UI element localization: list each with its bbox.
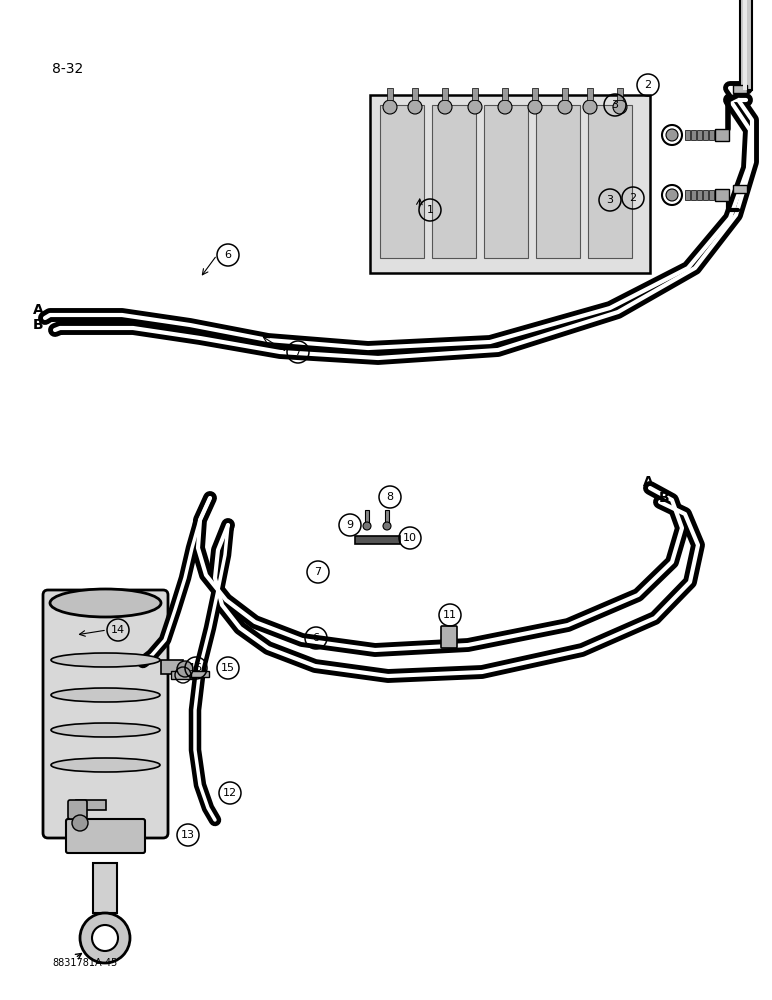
Text: 9: 9	[347, 520, 354, 530]
Bar	[387, 88, 393, 100]
Ellipse shape	[51, 688, 160, 702]
Circle shape	[92, 925, 118, 951]
Circle shape	[558, 100, 572, 114]
Text: 14: 14	[111, 625, 125, 635]
Bar	[502, 88, 508, 100]
Ellipse shape	[51, 723, 160, 737]
FancyBboxPatch shape	[370, 95, 650, 273]
Bar	[685, 190, 690, 200]
Text: 10: 10	[403, 533, 417, 543]
Circle shape	[498, 100, 512, 114]
Text: 13: 13	[181, 830, 195, 840]
Text: 1: 1	[426, 205, 434, 215]
Bar	[412, 88, 418, 100]
Bar	[715, 129, 729, 141]
Ellipse shape	[51, 758, 160, 772]
Bar	[171, 671, 193, 679]
Circle shape	[613, 100, 627, 114]
Circle shape	[666, 129, 678, 141]
Bar	[588, 105, 632, 258]
Circle shape	[72, 815, 88, 831]
Bar	[703, 130, 708, 140]
Bar	[380, 105, 424, 258]
FancyBboxPatch shape	[68, 800, 87, 819]
Bar	[93, 863, 117, 913]
Text: 15: 15	[221, 663, 235, 673]
Bar	[740, 0, 752, 90]
Bar	[365, 510, 369, 528]
Bar	[617, 88, 623, 100]
Bar	[432, 105, 476, 258]
Bar	[484, 105, 528, 258]
Text: A: A	[642, 475, 653, 489]
Bar	[697, 130, 702, 140]
Circle shape	[583, 100, 597, 114]
Bar	[191, 671, 209, 677]
Circle shape	[528, 100, 542, 114]
Text: 3: 3	[611, 100, 618, 110]
Bar	[691, 130, 696, 140]
Bar	[691, 190, 696, 200]
Text: 16: 16	[189, 663, 203, 673]
Bar	[472, 88, 478, 100]
Text: A: A	[32, 303, 43, 317]
Bar	[743, 0, 747, 90]
Bar	[709, 190, 714, 200]
Text: 8831781A-45: 8831781A-45	[52, 958, 117, 968]
Bar	[76, 800, 106, 810]
Bar	[161, 660, 183, 674]
Circle shape	[468, 100, 482, 114]
Text: 3: 3	[607, 195, 614, 205]
Text: 6: 6	[225, 250, 232, 260]
Bar	[536, 105, 580, 258]
Text: 12: 12	[223, 788, 237, 798]
Circle shape	[383, 522, 391, 530]
Ellipse shape	[51, 653, 160, 667]
Bar	[587, 88, 593, 100]
Bar	[709, 130, 714, 140]
Bar	[562, 88, 568, 100]
FancyBboxPatch shape	[43, 590, 168, 838]
Bar	[385, 510, 389, 528]
Text: 8: 8	[387, 492, 394, 502]
Circle shape	[408, 100, 422, 114]
Circle shape	[666, 189, 678, 201]
Bar	[532, 88, 538, 100]
Text: 2: 2	[629, 193, 637, 203]
Bar	[442, 88, 448, 100]
Circle shape	[383, 100, 397, 114]
Text: 6: 6	[313, 633, 320, 643]
Text: 7: 7	[314, 567, 322, 577]
Text: B: B	[32, 318, 43, 332]
Text: 8-32: 8-32	[52, 62, 83, 76]
Circle shape	[177, 661, 193, 677]
Circle shape	[438, 100, 452, 114]
Bar	[733, 185, 747, 193]
Bar	[703, 190, 708, 200]
Bar	[685, 130, 690, 140]
FancyBboxPatch shape	[441, 626, 457, 648]
Text: 11: 11	[443, 610, 457, 620]
Bar	[697, 190, 702, 200]
Circle shape	[80, 913, 130, 963]
Text: 7: 7	[294, 347, 302, 357]
Ellipse shape	[50, 589, 161, 617]
Bar	[715, 189, 729, 201]
Circle shape	[363, 522, 371, 530]
Bar	[733, 85, 747, 93]
FancyBboxPatch shape	[66, 819, 145, 853]
Text: B: B	[659, 491, 669, 505]
Bar	[355, 536, 400, 544]
Text: 2: 2	[645, 80, 652, 90]
